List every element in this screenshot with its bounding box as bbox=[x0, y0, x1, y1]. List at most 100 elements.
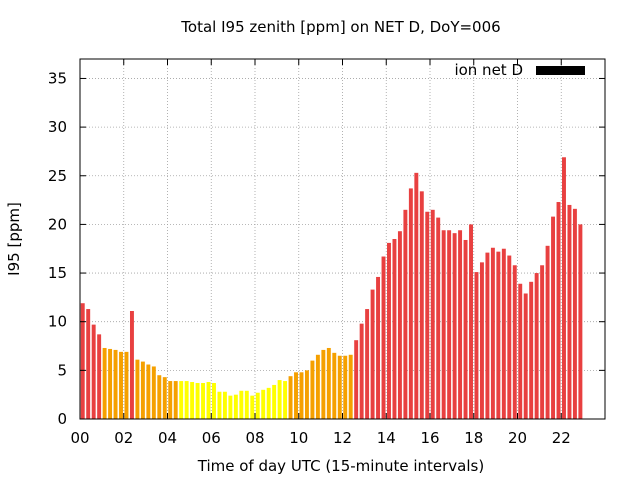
axis-ticks bbox=[79, 59, 605, 420]
bar bbox=[551, 216, 556, 419]
bar bbox=[217, 391, 222, 419]
bar bbox=[397, 231, 402, 419]
x-tick-label: 20 bbox=[508, 429, 527, 447]
bar bbox=[244, 390, 249, 419]
bar bbox=[447, 230, 452, 419]
bar bbox=[562, 157, 566, 419]
bar bbox=[419, 191, 424, 419]
x-tick-label: 04 bbox=[158, 429, 177, 447]
y-axis-label: I95 [ppm] bbox=[5, 202, 23, 276]
bar bbox=[490, 247, 495, 419]
bar bbox=[212, 383, 216, 419]
bar bbox=[206, 382, 211, 419]
bar bbox=[91, 324, 96, 419]
bar bbox=[376, 276, 381, 419]
bar bbox=[545, 245, 550, 419]
bar bbox=[556, 202, 561, 419]
bar bbox=[354, 340, 359, 419]
bar bbox=[512, 265, 517, 419]
bar bbox=[97, 334, 102, 419]
bar bbox=[222, 391, 227, 419]
x-axis-label: Time of day UTC (15-minute intervals) bbox=[197, 457, 484, 475]
bar bbox=[414, 172, 419, 419]
bar bbox=[463, 239, 468, 419]
bar bbox=[102, 347, 107, 419]
bar bbox=[239, 390, 244, 419]
bar bbox=[80, 303, 85, 419]
bar bbox=[151, 366, 156, 419]
bar bbox=[195, 383, 200, 419]
x-tick-label: 22 bbox=[552, 429, 571, 447]
bar bbox=[518, 283, 523, 419]
bar bbox=[534, 273, 539, 419]
bar bbox=[201, 383, 206, 419]
bar bbox=[146, 364, 151, 419]
bar bbox=[272, 384, 277, 419]
bar bbox=[370, 289, 375, 419]
bar bbox=[408, 188, 413, 419]
bar bbox=[332, 352, 337, 419]
y-tick-label: 10 bbox=[48, 313, 67, 331]
bar bbox=[436, 217, 441, 419]
bar bbox=[321, 349, 326, 419]
bar bbox=[157, 375, 162, 419]
bar bbox=[108, 348, 113, 419]
bar bbox=[233, 394, 238, 419]
bar bbox=[387, 242, 391, 419]
legend: ion net D bbox=[454, 61, 585, 79]
y-tick-label: 35 bbox=[48, 69, 67, 87]
x-tick-label: 06 bbox=[202, 429, 221, 447]
bar bbox=[266, 387, 271, 419]
x-tick-label: 02 bbox=[114, 429, 133, 447]
bar bbox=[425, 211, 430, 419]
bar bbox=[228, 395, 233, 419]
bar bbox=[359, 323, 364, 419]
bar bbox=[135, 359, 140, 419]
y-tick-label: 5 bbox=[57, 361, 67, 379]
bar bbox=[250, 395, 255, 419]
bar bbox=[392, 239, 397, 419]
bar bbox=[129, 311, 134, 419]
bar bbox=[469, 224, 473, 419]
bar bbox=[113, 349, 118, 419]
grid-lines bbox=[80, 59, 605, 419]
y-tick-label: 25 bbox=[48, 167, 67, 185]
bar bbox=[304, 370, 309, 419]
x-tick-labels: 00 02 04 06 08 10 12 14 16 18 20 22 bbox=[70, 429, 570, 447]
bar bbox=[86, 309, 91, 419]
y-tick-labels: 0 5 10 15 20 25 30 35 bbox=[48, 69, 67, 428]
bar bbox=[403, 209, 408, 419]
x-tick-label: 00 bbox=[70, 429, 89, 447]
bar bbox=[430, 209, 435, 419]
x-tick-label: 16 bbox=[420, 429, 439, 447]
bar bbox=[162, 377, 167, 419]
bar bbox=[255, 392, 260, 419]
bar bbox=[173, 381, 178, 419]
x-tick-label: 10 bbox=[289, 429, 308, 447]
y-tick-label: 15 bbox=[48, 264, 67, 282]
bar bbox=[529, 281, 534, 419]
legend-swatch bbox=[536, 66, 585, 75]
bar bbox=[540, 265, 545, 419]
bar bbox=[343, 355, 348, 419]
bar bbox=[479, 262, 484, 419]
y-tick-label: 30 bbox=[48, 118, 67, 136]
y-tick-label: 0 bbox=[57, 410, 67, 428]
legend-label: ion net D bbox=[454, 61, 523, 79]
y-tick-label: 20 bbox=[48, 215, 67, 233]
bar bbox=[310, 360, 315, 419]
x-tick-label: 14 bbox=[377, 429, 396, 447]
bar bbox=[381, 256, 386, 419]
bar bbox=[294, 372, 298, 419]
bar-series bbox=[80, 157, 583, 419]
bar bbox=[496, 251, 501, 419]
bar bbox=[326, 347, 331, 419]
bar bbox=[283, 381, 288, 419]
bar bbox=[441, 230, 446, 419]
bar bbox=[179, 381, 184, 419]
chart-title: Total I95 zenith [ppm] on NET D, DoY=006 bbox=[180, 18, 500, 36]
bar bbox=[474, 272, 479, 419]
x-tick-label: 12 bbox=[333, 429, 352, 447]
bar bbox=[507, 255, 512, 419]
